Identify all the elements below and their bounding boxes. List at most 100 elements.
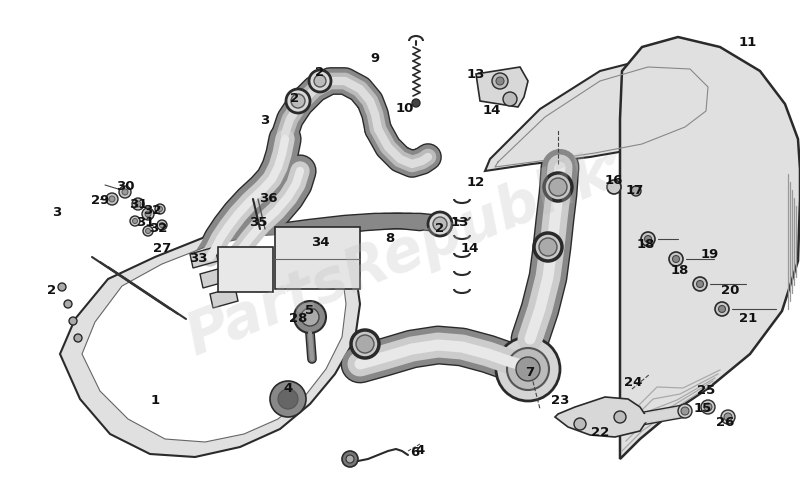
Circle shape (342, 451, 358, 467)
Text: 28: 28 (289, 311, 307, 324)
Text: 8: 8 (386, 231, 394, 244)
Circle shape (678, 404, 692, 418)
Circle shape (492, 74, 508, 90)
Circle shape (142, 208, 154, 221)
Circle shape (133, 219, 138, 224)
Text: 13: 13 (451, 215, 469, 228)
Circle shape (516, 357, 540, 381)
Text: 2: 2 (435, 221, 445, 234)
Circle shape (291, 95, 305, 109)
Polygon shape (60, 224, 360, 457)
Text: 17: 17 (626, 183, 644, 196)
Circle shape (614, 411, 626, 423)
Circle shape (146, 229, 150, 234)
Circle shape (693, 278, 707, 291)
Circle shape (135, 202, 141, 207)
Circle shape (669, 252, 683, 266)
Polygon shape (485, 58, 720, 172)
Circle shape (69, 317, 77, 325)
Text: 32: 32 (149, 221, 167, 234)
Circle shape (346, 455, 354, 463)
Circle shape (631, 186, 641, 197)
Text: 31: 31 (136, 215, 154, 228)
Text: 22: 22 (591, 425, 609, 438)
Circle shape (607, 181, 621, 195)
Text: 18: 18 (637, 238, 655, 251)
Circle shape (496, 337, 560, 401)
Text: 3: 3 (260, 113, 270, 126)
Circle shape (143, 226, 153, 237)
Text: 36: 36 (258, 191, 278, 204)
Circle shape (433, 218, 447, 231)
Circle shape (301, 308, 319, 326)
Circle shape (697, 281, 703, 288)
Circle shape (74, 334, 82, 342)
Text: 10: 10 (396, 102, 414, 114)
Circle shape (507, 348, 549, 390)
Circle shape (309, 71, 331, 93)
Circle shape (145, 212, 151, 218)
Text: 2: 2 (315, 65, 325, 79)
Circle shape (157, 221, 167, 230)
Text: 18: 18 (671, 263, 689, 276)
Text: 14: 14 (461, 241, 479, 254)
Text: 12: 12 (467, 175, 485, 188)
Text: 23: 23 (551, 393, 569, 406)
Circle shape (724, 413, 732, 421)
Circle shape (109, 197, 115, 203)
Polygon shape (476, 68, 528, 108)
Text: 21: 21 (739, 311, 757, 324)
Text: 19: 19 (701, 248, 719, 261)
Text: 30: 30 (116, 179, 134, 192)
Circle shape (534, 234, 562, 262)
Circle shape (122, 190, 128, 196)
Circle shape (539, 239, 557, 257)
Text: 33: 33 (189, 251, 207, 264)
Text: 15: 15 (694, 401, 712, 414)
Circle shape (278, 389, 298, 409)
FancyBboxPatch shape (218, 247, 273, 292)
Circle shape (286, 90, 310, 114)
Circle shape (503, 93, 517, 107)
Circle shape (641, 232, 655, 246)
Circle shape (159, 223, 165, 228)
Circle shape (673, 256, 679, 263)
Circle shape (294, 302, 326, 333)
Text: 32: 32 (143, 203, 161, 216)
Circle shape (119, 186, 131, 199)
Circle shape (681, 407, 689, 415)
Text: 24: 24 (624, 375, 642, 387)
Text: 9: 9 (370, 51, 379, 64)
Text: 1: 1 (150, 393, 159, 406)
Text: 16: 16 (605, 173, 623, 186)
Circle shape (356, 335, 374, 353)
Polygon shape (210, 287, 238, 308)
Text: 11: 11 (739, 36, 757, 48)
Text: 2: 2 (290, 91, 299, 104)
Text: 25: 25 (697, 383, 715, 396)
Text: 26: 26 (716, 415, 734, 427)
Text: 35: 35 (249, 215, 267, 228)
Circle shape (715, 303, 729, 316)
Circle shape (412, 100, 420, 108)
Polygon shape (620, 38, 800, 459)
Circle shape (270, 381, 306, 417)
Circle shape (496, 78, 504, 86)
Text: 31: 31 (129, 198, 147, 211)
FancyBboxPatch shape (275, 227, 360, 289)
Circle shape (106, 194, 118, 205)
Circle shape (549, 179, 567, 197)
Circle shape (351, 330, 379, 358)
Circle shape (600, 117, 636, 153)
Circle shape (130, 217, 140, 226)
Text: 5: 5 (306, 303, 314, 316)
Text: 29: 29 (91, 193, 109, 206)
Text: 27: 27 (153, 241, 171, 254)
Circle shape (718, 306, 726, 313)
Text: 7: 7 (526, 365, 534, 378)
Circle shape (314, 76, 326, 88)
Text: PartsRepublik: PartsRepublik (178, 143, 622, 366)
Circle shape (428, 213, 452, 237)
Circle shape (158, 207, 162, 212)
Circle shape (704, 403, 712, 411)
